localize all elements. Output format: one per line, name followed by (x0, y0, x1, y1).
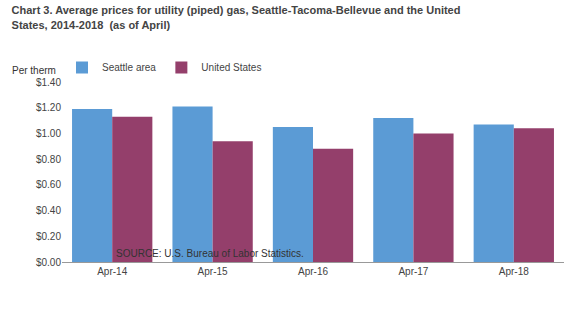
svg-text:Apr-16: Apr-16 (298, 266, 328, 277)
svg-text:Apr-15: Apr-15 (198, 266, 228, 277)
svg-text:$0.00: $0.00 (36, 257, 61, 268)
svg-text:$0.40: $0.40 (36, 205, 61, 216)
svg-text:$1.20: $1.20 (36, 102, 61, 113)
svg-text:$0.60: $0.60 (36, 179, 61, 190)
svg-text:Apr-14: Apr-14 (97, 266, 127, 277)
svg-text:Seattle area: Seattle area (102, 62, 156, 73)
svg-text:United States: United States (201, 62, 261, 73)
svg-text:Apr-17: Apr-17 (398, 266, 428, 277)
svg-text:$1.00: $1.00 (36, 128, 61, 139)
svg-text:$1.40: $1.40 (36, 77, 61, 88)
svg-text:Chart 3. Average prices for ut: Chart 3. Average prices for utility (pip… (12, 4, 461, 30)
svg-text:SOURCE: U.S. Bureau of Labor S: SOURCE: U.S. Bureau of Labor Statistics. (116, 248, 304, 259)
svg-text:$0.20: $0.20 (36, 231, 61, 242)
svg-text:Per therm: Per therm (12, 65, 56, 76)
svg-text:$0.80: $0.80 (36, 154, 61, 165)
svg-text:Apr-18: Apr-18 (499, 266, 529, 277)
